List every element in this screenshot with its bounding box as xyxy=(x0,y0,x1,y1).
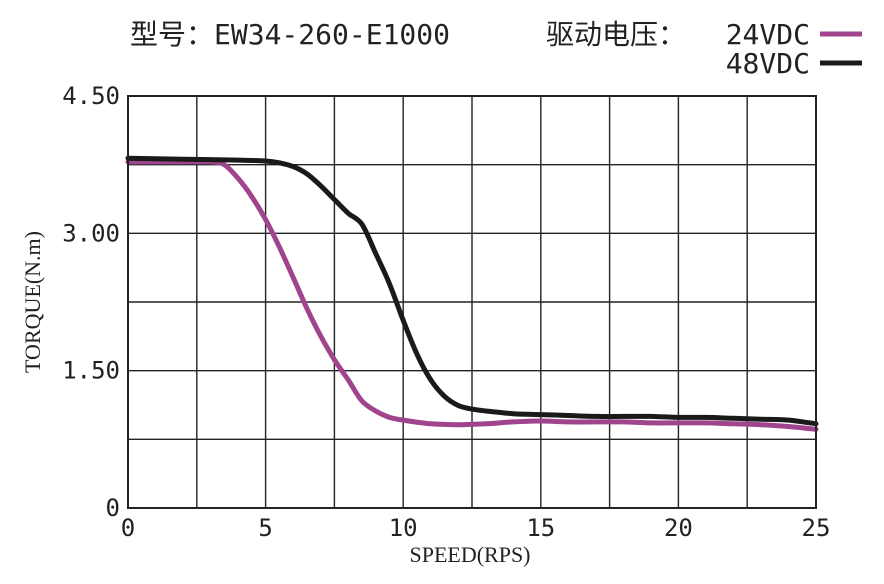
y-tick-label: 4.50 xyxy=(62,82,120,110)
x-tick-label: 10 xyxy=(389,514,418,542)
x-tick-label: 20 xyxy=(664,514,693,542)
chart-ticks: 0 5 10 15 20 25 0 1.50 3.00 4.50 xyxy=(62,82,830,542)
x-tick-label: 25 xyxy=(802,514,831,542)
legend-label-24vdc: 24VDC xyxy=(726,18,810,51)
x-tick-label: 5 xyxy=(258,514,272,542)
legend-label-48vdc: 48VDC xyxy=(726,47,810,80)
y-tick-label: 0 xyxy=(106,494,120,522)
x-axis-label: SPEED(RPS) xyxy=(409,542,530,567)
chart-grid xyxy=(128,96,816,508)
series-line-48vdc xyxy=(125,155,819,427)
series-line-24vdc xyxy=(125,159,819,432)
y-tick-label: 3.00 xyxy=(62,219,120,247)
y-axis-label: TORQUE(N.m) xyxy=(20,231,45,373)
chart-title-voltage: 驱动电压： xyxy=(546,18,686,51)
y-tick-label: 1.50 xyxy=(62,357,120,385)
chart-series xyxy=(125,155,819,432)
x-tick-label: 15 xyxy=(526,514,555,542)
chart-title-model: 型号：EW34-260-E1000 xyxy=(130,18,450,51)
plot-frame xyxy=(127,95,817,509)
x-tick-label: 0 xyxy=(121,514,135,542)
